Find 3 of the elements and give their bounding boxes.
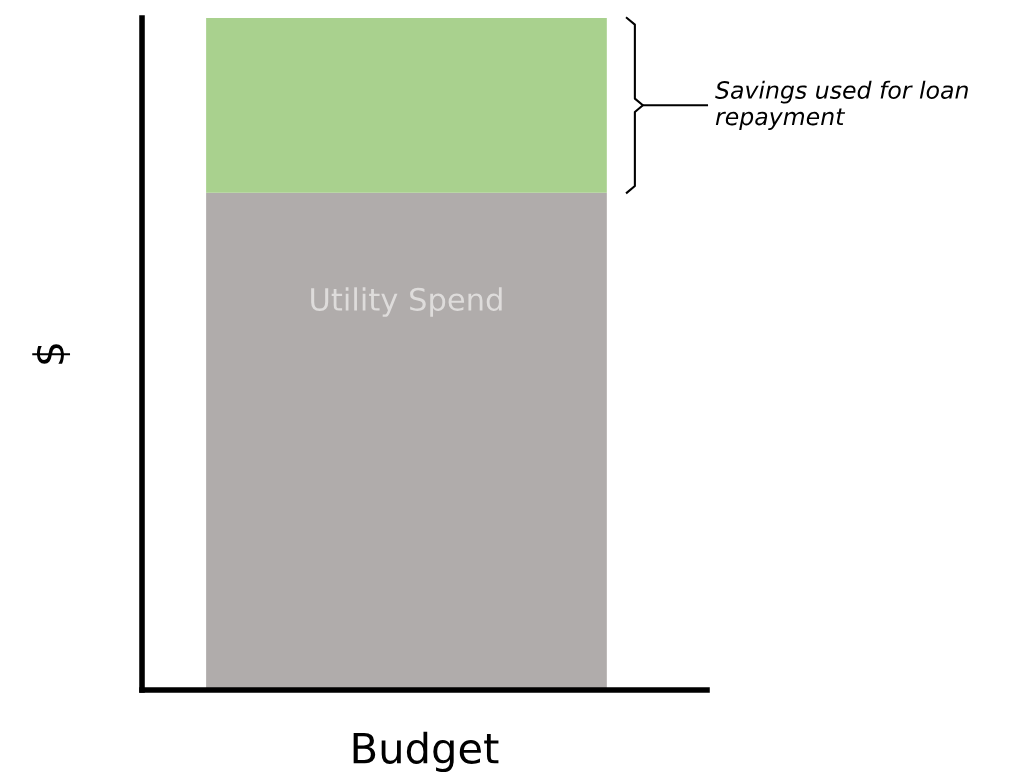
x-axis-title: Budget [353, 731, 499, 772]
y-axis-title: $ [32, 344, 71, 364]
text: Savings used for loan repayment [715, 80, 968, 130]
